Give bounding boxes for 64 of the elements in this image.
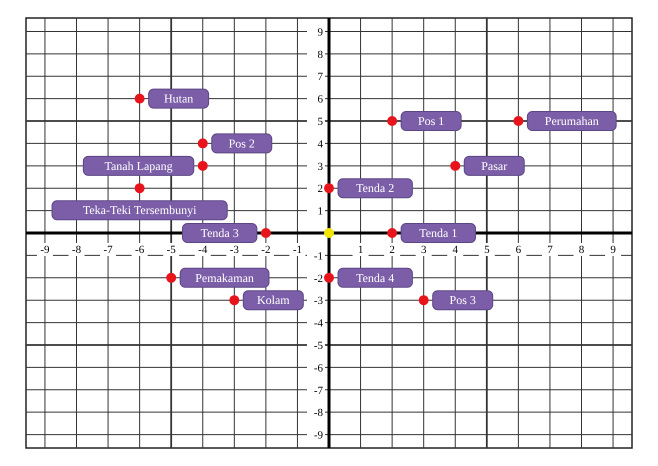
point	[418, 295, 429, 306]
x-tick-label: -5	[166, 244, 176, 256]
x-tick-label: 5	[484, 244, 490, 256]
y-tick-label: 3	[318, 160, 324, 173]
x-tick-label: 6	[516, 244, 522, 256]
point	[260, 228, 271, 238]
point	[387, 228, 398, 238]
y-tick-label: 8	[318, 48, 324, 61]
annotation: Pos 3	[450, 293, 476, 308]
x-tick-label: 4	[452, 244, 458, 256]
x-tick-label: -6	[135, 244, 145, 256]
point	[324, 183, 334, 194]
y-tick-label: -4	[314, 318, 324, 330]
x-tick-label: -7	[103, 244, 114, 256]
point	[324, 272, 334, 283]
annotation: Teka-Teki Tersembunyi	[82, 203, 198, 218]
annotation: Hutan	[164, 92, 194, 106]
y-tick-label: -8	[314, 407, 324, 420]
point	[513, 116, 524, 126]
x-tick-label: 3	[420, 244, 427, 256]
y-tick-label: 4	[318, 138, 324, 150]
point	[387, 116, 398, 126]
annotation: Tenda 4	[356, 270, 394, 285]
point	[134, 183, 145, 194]
annotation: Kolam	[256, 293, 290, 308]
y-tick-label: 7	[318, 71, 324, 84]
annotation: Tenda 2	[356, 181, 394, 196]
point	[324, 228, 334, 238]
point	[134, 94, 145, 104]
point	[229, 295, 240, 306]
x-tick-label: -9	[40, 244, 50, 256]
x-tick-label: -2	[261, 244, 270, 256]
x-tick-label: -4	[198, 244, 208, 256]
y-tick-label: 2	[318, 183, 323, 196]
annotation: Pos 1	[418, 114, 444, 128]
x-tick-label: 2	[389, 244, 395, 256]
x-tick-label: 7	[547, 244, 554, 256]
x-tick-label: -8	[72, 244, 82, 256]
y-tick-label: -9	[314, 430, 324, 442]
x-tick-label: 1	[358, 244, 364, 256]
y-tick-label: -2	[314, 272, 323, 285]
annotation: Tanah Lapang	[104, 158, 173, 173]
x-tick-label: 8	[578, 244, 585, 256]
annotation: Perumahan	[544, 114, 599, 128]
y-tick-label: 9	[318, 26, 324, 38]
annotation: Tenda 1	[419, 226, 458, 240]
annotation: Pemakaman	[195, 270, 254, 285]
x-tick-label: -1	[292, 244, 302, 256]
point	[450, 160, 460, 171]
point	[198, 160, 208, 171]
annotation: Tenda 3	[200, 226, 239, 240]
x-tick-label: 9	[610, 244, 616, 256]
point	[166, 272, 176, 283]
y-tick-label: 1	[318, 206, 323, 218]
y-tick-label: -5	[314, 340, 324, 352]
y-tick-label: -6	[314, 362, 324, 374]
annotation: Pasar	[481, 158, 508, 173]
y-tick-label: 5	[318, 116, 324, 128]
y-tick-label: -7	[314, 384, 324, 397]
y-tick-label: 6	[318, 94, 324, 106]
point	[198, 138, 208, 148]
annotation: Pos 2	[228, 136, 255, 150]
y-tick-label: -3	[314, 295, 324, 308]
x-tick-label: -3	[230, 244, 240, 256]
